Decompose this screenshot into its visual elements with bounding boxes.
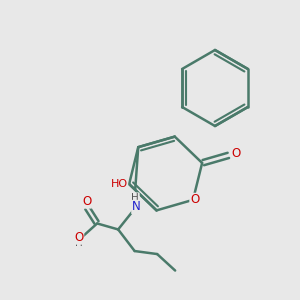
Text: H: H <box>75 238 83 248</box>
Text: N: N <box>132 200 140 214</box>
Text: O: O <box>74 231 84 244</box>
Text: H: H <box>131 193 139 203</box>
Text: O: O <box>190 193 199 206</box>
Text: O: O <box>82 195 91 208</box>
Text: HO: HO <box>110 179 127 189</box>
Text: O: O <box>231 147 241 160</box>
